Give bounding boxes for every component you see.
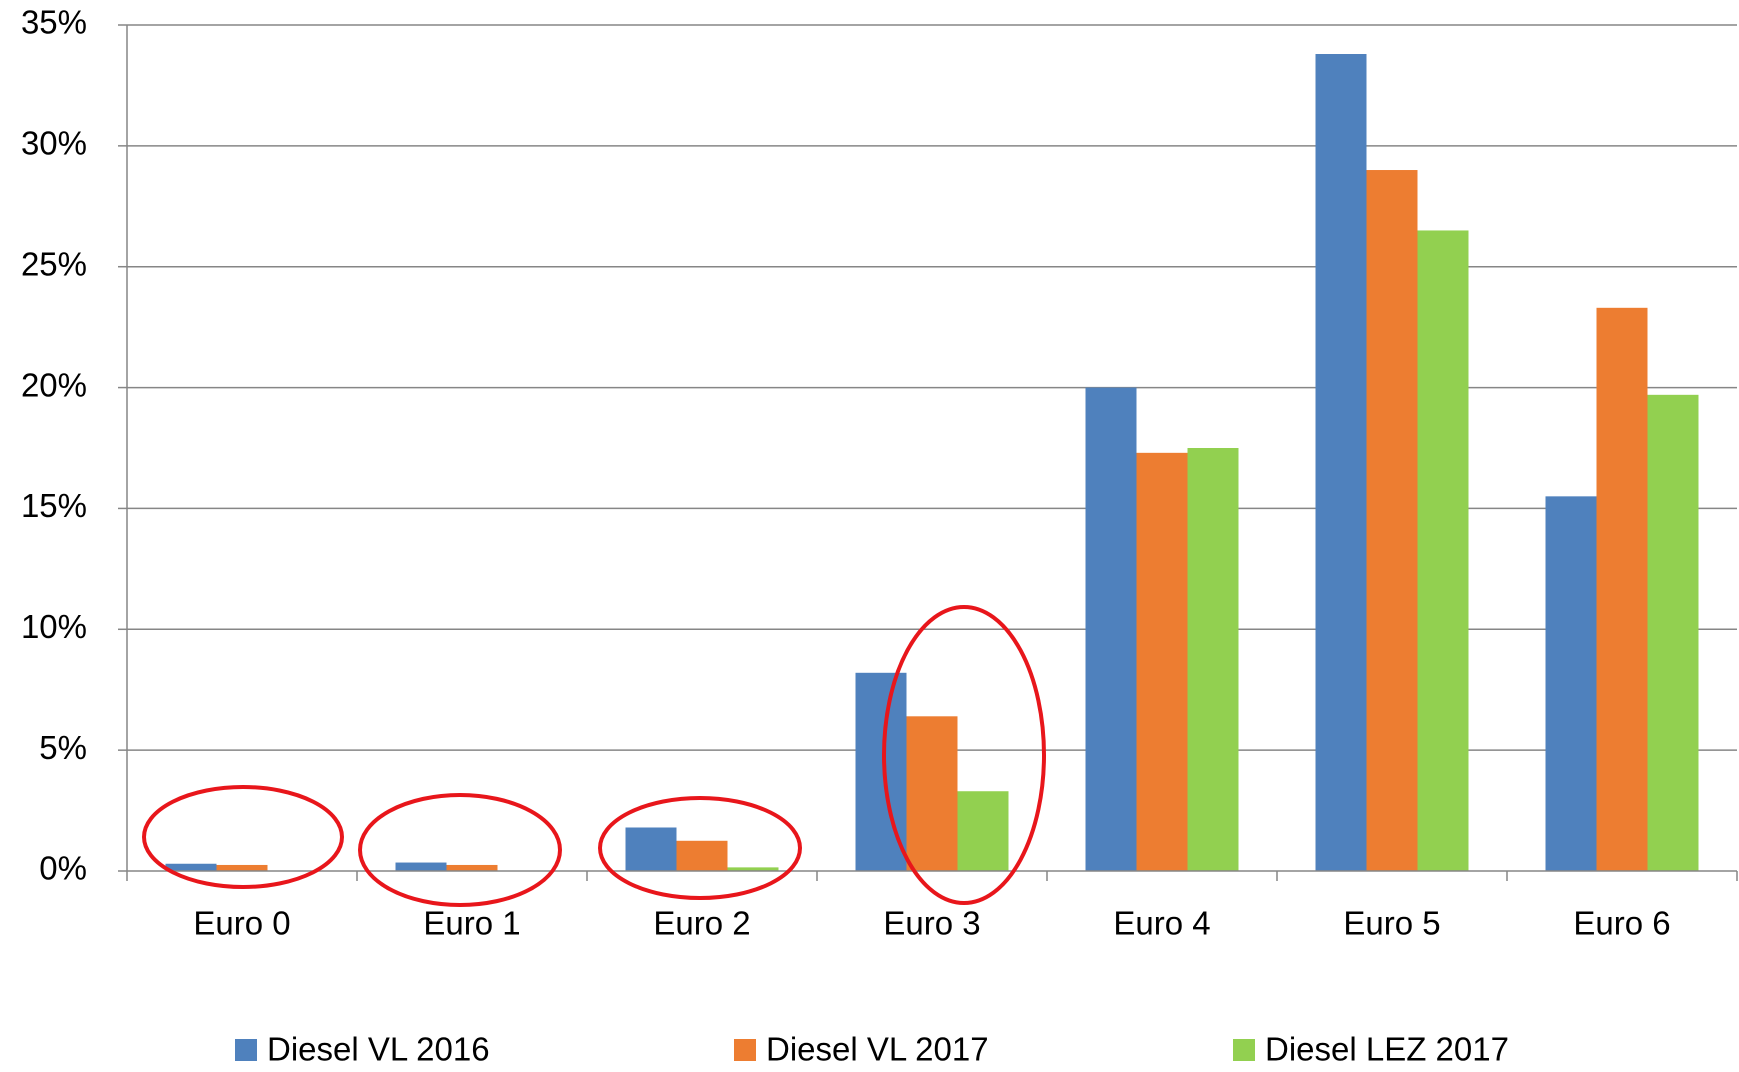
bar: [957, 791, 1009, 871]
legend-label: Diesel VL 2016: [267, 1031, 490, 1068]
x-tick-label: Euro 3: [883, 905, 980, 942]
annotations: [142, 605, 1046, 907]
legend-swatch: [235, 1039, 257, 1061]
bar: [1417, 230, 1469, 871]
bar: [906, 716, 958, 871]
y-tick-label: 30%: [21, 125, 87, 162]
bar: [165, 863, 217, 871]
y-tick-label: 25%: [21, 245, 87, 282]
legend-label: Diesel VL 2017: [766, 1031, 989, 1068]
legend-label: Diesel LEZ 2017: [1265, 1031, 1509, 1068]
bar: [1545, 496, 1597, 871]
bar: [446, 864, 498, 871]
x-tick-label: Euro 0: [193, 905, 290, 942]
bar: [1136, 452, 1188, 871]
bar: [1187, 448, 1239, 871]
x-tick-label: Euro 5: [1343, 905, 1440, 942]
bar: [1315, 54, 1367, 871]
y-tick-label: 10%: [21, 608, 87, 645]
highlight-ellipse: [598, 796, 802, 900]
bar: [1366, 170, 1418, 871]
legend-swatch: [734, 1039, 756, 1061]
highlight-ellipse: [142, 785, 344, 889]
y-tick-label: 20%: [21, 366, 87, 403]
bar: [1085, 387, 1137, 871]
bar: [216, 864, 268, 871]
highlight-ellipse: [358, 793, 562, 907]
x-tick-label: Euro 4: [1113, 905, 1210, 942]
y-tick-label: 5%: [39, 729, 87, 766]
x-tick-label: Euro 2: [653, 905, 750, 942]
legend-swatch: [1233, 1039, 1255, 1061]
y-tick-label: 15%: [21, 487, 87, 524]
bar: [625, 827, 677, 871]
x-tick-label: Euro 6: [1573, 905, 1670, 942]
bar: [727, 867, 779, 871]
bar: [1596, 307, 1648, 871]
highlight-ellipse: [882, 605, 1046, 905]
y-tick-label: 0%: [39, 850, 87, 887]
bar: [1647, 394, 1699, 871]
bar: [676, 840, 728, 871]
y-tick-label: 35%: [21, 4, 87, 41]
bar: [395, 862, 447, 871]
x-tick-label: Euro 1: [423, 905, 520, 942]
